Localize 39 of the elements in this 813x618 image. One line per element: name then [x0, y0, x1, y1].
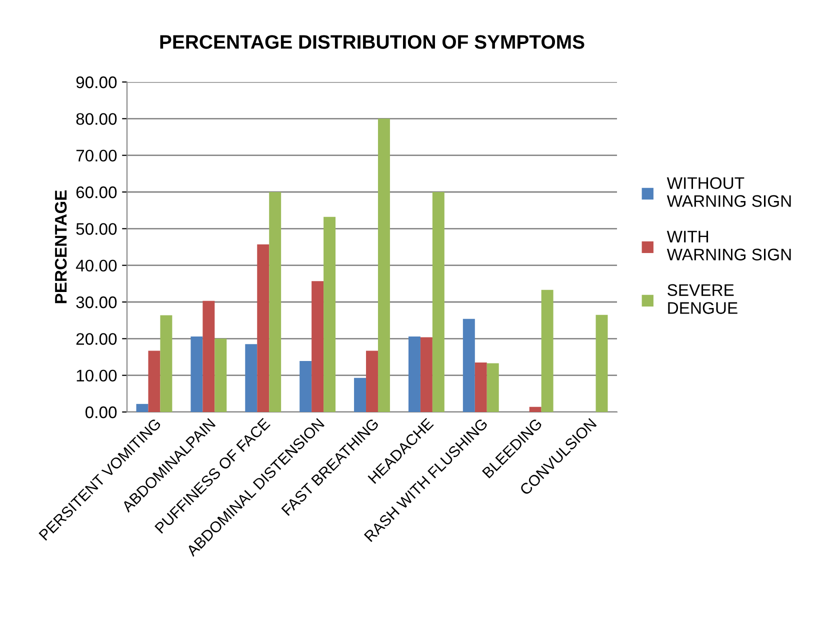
bar [257, 244, 270, 412]
y-tick-label: 70.00 [76, 150, 117, 162]
bar [190, 336, 203, 412]
bar [160, 315, 172, 412]
legend-label: WITHOUT WARNING SIGN [666, 177, 791, 207]
bar [269, 192, 282, 412]
bar [202, 300, 215, 412]
bar [214, 338, 227, 412]
bar [596, 314, 608, 412]
y-tick-label: 90.00 [76, 76, 117, 88]
y-tick-label: 10.00 [76, 370, 117, 382]
y-tick-label: 30.00 [76, 296, 117, 308]
legend-label: WITH WARNING SIGN [666, 230, 791, 260]
bar [462, 318, 475, 412]
bar [474, 362, 487, 412]
bar [300, 361, 312, 412]
bar [366, 350, 378, 412]
bar [408, 336, 420, 412]
y-axis-title: PERCENTAGE [54, 190, 67, 304]
bar [354, 378, 366, 412]
y-tick-label: 40.00 [76, 260, 117, 272]
bar [529, 406, 542, 412]
bar [148, 350, 160, 412]
bar [324, 216, 336, 412]
chart-title: PERCENTAGE DISTRIBUTION OF SYMPTOMS [160, 35, 584, 49]
y-tick-label: 50.00 [76, 223, 117, 235]
y-tick-label: 0.00 [85, 406, 117, 418]
bar [378, 118, 390, 412]
bar [420, 337, 432, 412]
bar [486, 363, 499, 412]
bar [245, 344, 258, 412]
y-tick-label: 60.00 [76, 186, 117, 198]
y-tick-label: 80.00 [76, 113, 117, 125]
bar [432, 192, 444, 412]
legend-label: SEVERE DENGUE [668, 284, 738, 314]
bar [312, 281, 324, 412]
y-tick-label: 20.00 [76, 333, 117, 345]
bar [136, 404, 148, 412]
bar [541, 290, 554, 412]
